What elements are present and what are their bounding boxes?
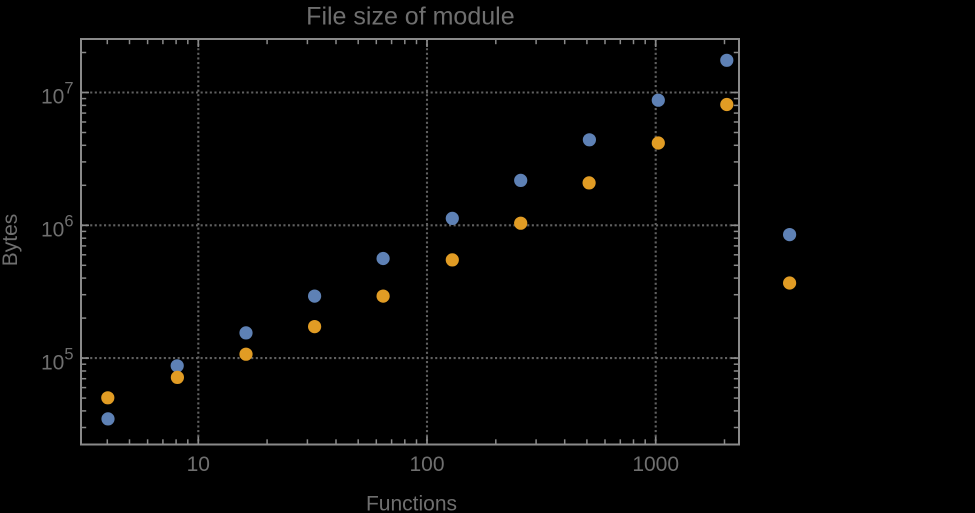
svg-text:10: 10 — [187, 453, 210, 476]
svg-text:106: 106 — [41, 213, 74, 242]
svg-text:Bytes: Bytes — [0, 214, 22, 267]
svg-text:105: 105 — [41, 345, 74, 374]
svg-text:100: 100 — [409, 453, 444, 476]
svg-text:107: 107 — [41, 80, 74, 109]
svg-text:1000: 1000 — [632, 453, 679, 476]
svg-text:Functions: Functions — [366, 493, 457, 513]
svg-text:File size of module: File size of module — [306, 3, 514, 31]
